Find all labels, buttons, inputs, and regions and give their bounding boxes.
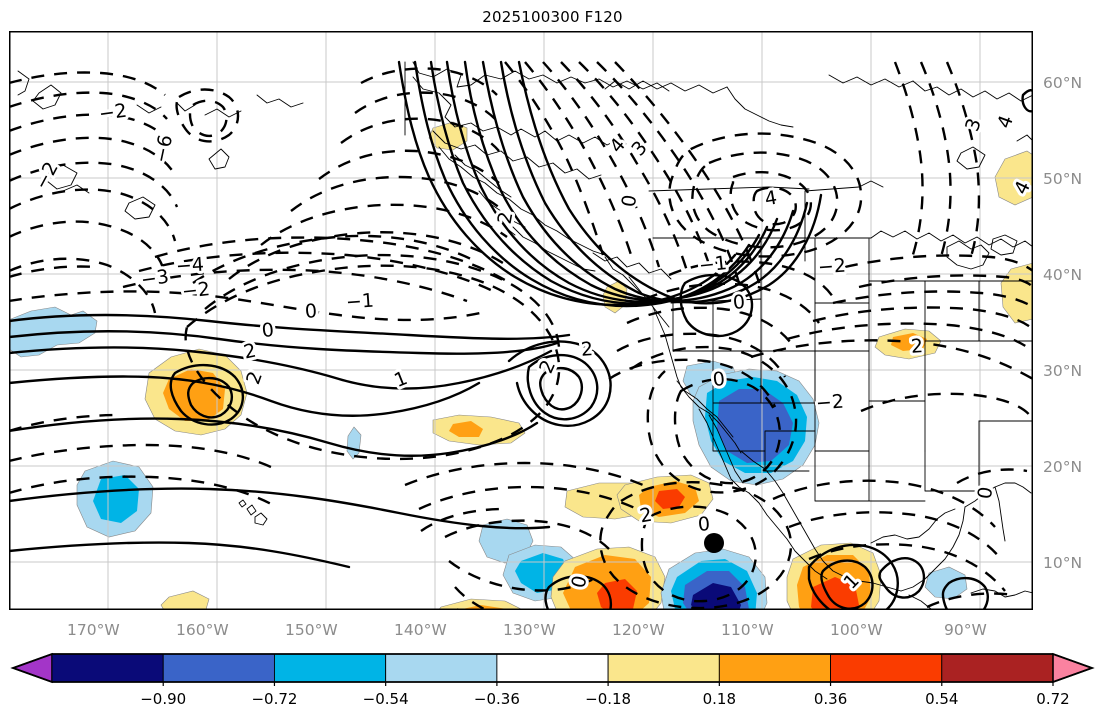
- storm-center-marker: [704, 533, 724, 553]
- contour-label: 0: [304, 300, 318, 323]
- colorbar-tick-label: −0.90: [140, 690, 187, 708]
- colorbar: −0.90 −0.72 −0.54 −0.36 −0.18 0.18 0.36 0.54 0.7…: [9, 652, 1096, 708]
- lat-tick-60n: 60°N: [1043, 74, 1083, 92]
- contour-label: −2: [817, 255, 846, 279]
- lon-tick-130w: 130°W: [503, 621, 556, 639]
- colorbar-tick-label: −0.36: [473, 690, 520, 708]
- colorbar-segments: [10, 652, 1095, 686]
- contour-label: −2: [817, 255, 846, 279]
- colorbar-segment: [1052, 652, 1095, 684]
- colorbar-tick-label: 0.54: [925, 690, 959, 708]
- contour-label: −4: [175, 254, 204, 278]
- contour-label: 2: [910, 335, 924, 358]
- contour-label: −2: [815, 391, 844, 415]
- shaded-anomaly-field: [9, 121, 1033, 610]
- lon-tick-170w: 170°W: [67, 621, 120, 639]
- contour-label: −1: [698, 252, 728, 277]
- contour-label: 2: [494, 210, 518, 226]
- contour-label: −2: [181, 278, 211, 303]
- lat-tick-10n: 10°N: [1043, 554, 1083, 572]
- colorbar-tick-label: −0.18: [585, 690, 632, 708]
- colorbar-tick-label: −0.54: [362, 690, 409, 708]
- colorbar-segment: [51, 653, 164, 683]
- colorbar-segment: [830, 653, 943, 683]
- contour-label: 0: [567, 574, 591, 590]
- colorbar-tick-label: 0.36: [813, 690, 848, 708]
- contour-label: 0: [974, 485, 997, 500]
- contour-label: 0: [732, 291, 746, 314]
- contour-label: 4: [763, 187, 779, 211]
- contour-label: −2: [815, 391, 844, 415]
- contour-label: −1: [345, 290, 374, 314]
- colorbar-segment: [496, 653, 609, 683]
- lon-tick-150w: 150°W: [285, 621, 338, 639]
- contour-label: 2: [580, 338, 594, 361]
- contour-label: 0: [697, 513, 711, 536]
- lat-tick-20n: 20°N: [1043, 458, 1083, 476]
- lon-tick-160w: 160°W: [176, 621, 229, 639]
- positive-contours: [9, 60, 1033, 610]
- negative-contours: [9, 61, 1033, 610]
- map-plot-area: −2 −2 −2 −2 −6 −6 −4 −4 −3 −3 −2 −2 0 0 −1 −1 0 0 2 2 2 2 1 1 2 2…: [9, 31, 1082, 639]
- colorbar-tick-label: −0.72: [251, 690, 298, 708]
- map-frame: [9, 31, 1033, 610]
- contour-label: 0: [732, 291, 746, 314]
- contour-label: −1: [345, 290, 374, 314]
- colorbar-tick-label: 0.72: [1036, 690, 1070, 708]
- contour-label: −2: [181, 278, 211, 303]
- contour-label: 0: [712, 368, 726, 391]
- contour-label: −2: [98, 100, 129, 126]
- contour-label: 0: [304, 300, 318, 323]
- colorbar-segment: [273, 653, 387, 683]
- colorbar-tick-label: 0.18: [702, 690, 737, 708]
- lon-tick-110w: 110°W: [721, 621, 774, 639]
- lon-tick-140w: 140°W: [394, 621, 447, 639]
- colorbar-segment: [607, 653, 720, 683]
- contour-label: 0: [261, 319, 275, 342]
- contour-label: 0: [697, 513, 711, 536]
- colorbar-segment: [385, 653, 498, 683]
- colorbar-segment: [10, 652, 53, 684]
- contour-label: 2: [638, 504, 654, 528]
- colorbar-svg: [10, 652, 1095, 686]
- contour-label: 0: [261, 319, 275, 342]
- lon-tick-100w: 100°W: [830, 621, 883, 639]
- page-title: 2025100300 F120: [482, 8, 623, 26]
- contour-label: 0: [618, 193, 641, 208]
- contour-label: 2: [242, 339, 258, 363]
- contour-label: −3: [140, 266, 171, 292]
- lon-tick-90w: 90°W: [944, 621, 987, 639]
- lat-tick-40n: 40°N: [1043, 266, 1083, 284]
- lat-tick-30n: 30°N: [1043, 362, 1083, 380]
- contour-label: −4: [175, 254, 204, 278]
- contour-label: 2: [910, 335, 924, 358]
- colorbar-segment: [941, 653, 1054, 683]
- contour-label: −1: [698, 252, 728, 277]
- lon-tick-120w: 120°W: [612, 621, 665, 639]
- contour-label: 0: [712, 368, 726, 391]
- lat-tick-50n: 50°N: [1043, 170, 1083, 188]
- colorbar-segment: [162, 653, 275, 683]
- colorbar-segment: [718, 653, 832, 683]
- contour-label: 2: [580, 338, 594, 361]
